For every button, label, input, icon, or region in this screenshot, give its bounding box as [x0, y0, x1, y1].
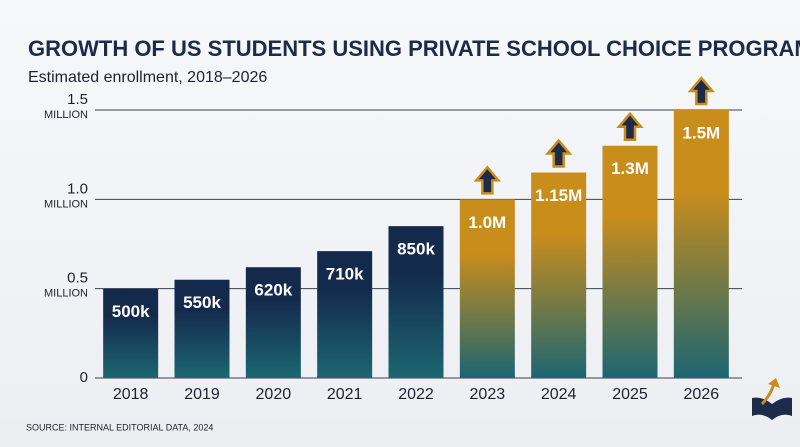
x-tick-label: 2021: [327, 386, 363, 403]
x-tick-label: 2024: [541, 386, 577, 403]
x-tick-label: 2023: [470, 386, 506, 403]
y-tick-label: 1.5 MILLION: [44, 91, 88, 121]
bar: [388, 226, 444, 378]
bar: [245, 267, 301, 378]
source: SOURCE: INTERNAL EDITORIAL DATA, 2024: [26, 422, 213, 432]
bar: [103, 288, 159, 378]
growth-arrow: [473, 165, 502, 195]
bar: [673, 110, 729, 378]
x-tick-label: 2022: [398, 386, 434, 403]
chart-title: GROWTH OF US STUDENTS USING PRIVATE SCHO…: [28, 36, 800, 61]
growth-arrow: [616, 111, 644, 141]
x-tick-label: 2019: [184, 386, 220, 403]
value-label: 550k: [183, 293, 221, 312]
value-label: 1.15M: [535, 186, 582, 205]
y-tick-label: 0.5 MILLION: [44, 270, 88, 300]
bar: [602, 145, 658, 378]
growth-arrow: [687, 76, 716, 106]
value-label: 1.5M: [682, 123, 720, 142]
y-tick-label: 1.0 MILLION: [44, 180, 88, 210]
bar: [531, 172, 587, 378]
y-tick-label: 0: [80, 369, 88, 386]
value-label: 710k: [326, 265, 364, 284]
bar: [317, 251, 373, 378]
bar: [459, 199, 515, 378]
x-tick-label: 2018: [113, 386, 149, 403]
logo: [752, 378, 792, 420]
value-label: 1.3M: [611, 159, 649, 178]
growth-arrow: [544, 138, 573, 168]
value-label: 1.0M: [468, 213, 506, 232]
value-label: 500k: [112, 302, 150, 321]
value-label: 850k: [397, 240, 435, 259]
bar: [174, 279, 230, 378]
x-tick-label: 2025: [612, 386, 648, 403]
value-label: 620k: [254, 281, 292, 300]
x-tick-label: 2026: [684, 386, 720, 403]
x-tick-label: 2020: [256, 386, 292, 403]
chart-subtitle: Estimated enrollment, 2018–2026: [28, 69, 267, 86]
